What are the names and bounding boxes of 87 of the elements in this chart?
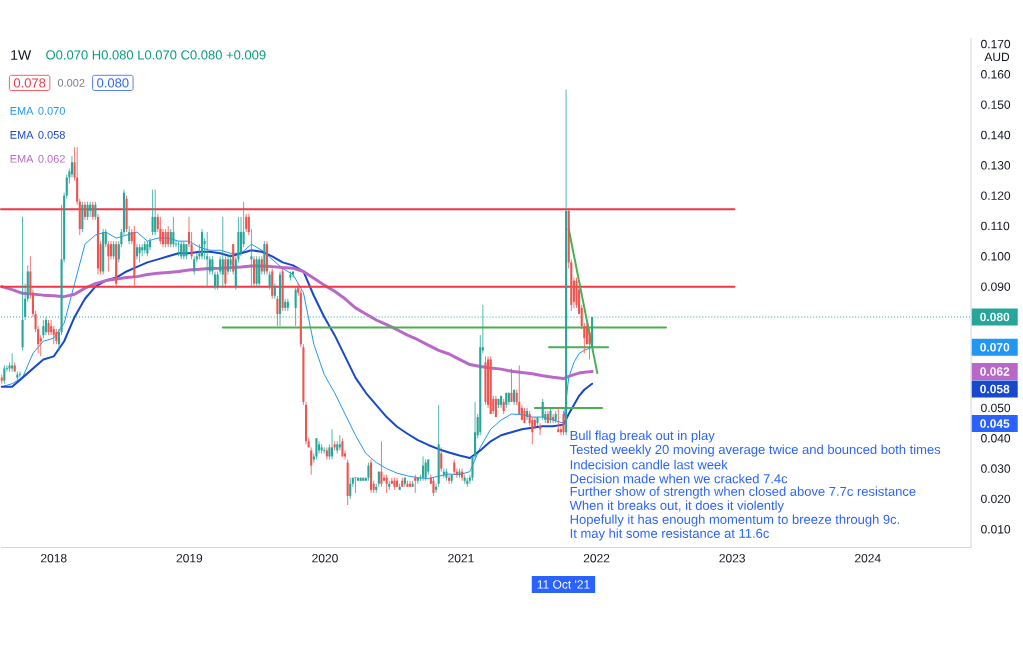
candlestick — [291, 270, 295, 278]
candlestick — [245, 213, 248, 233]
y-tick-label: 0.050 — [981, 403, 1011, 413]
candlestick — [432, 477, 435, 497]
candlestick — [510, 367, 513, 403]
candlestick — [200, 228, 204, 260]
candlestick — [167, 225, 170, 248]
annotation: 0.080 — [97, 78, 129, 88]
y-tick-label: 0.140 — [981, 130, 1011, 140]
y-tick-label: 0.150 — [981, 100, 1011, 109]
y-tick-label: 0.040 — [981, 433, 1011, 443]
x-tick-label: 2024 — [855, 553, 881, 563]
annotation: When it breaks out, it does it violently — [569, 500, 784, 513]
y-tick-label: 0.170 — [981, 39, 1011, 49]
candlestick — [442, 468, 445, 478]
candlestick — [338, 434, 341, 451]
candlestick — [193, 255, 196, 275]
candlestick — [135, 243, 139, 260]
annotation: Hopefully it has enough momentum to breeze through 9c. — [570, 514, 900, 527]
y-tick-label: 0.110 — [981, 221, 1010, 231]
candlestick — [151, 189, 154, 236]
y-tick-label: 0.100 — [981, 251, 1011, 261]
candlestick — [315, 437, 318, 460]
candlestick — [206, 231, 209, 287]
text: EMA — [10, 130, 34, 139]
annotation: Indecision candle last week — [570, 459, 728, 470]
candlestick — [276, 295, 279, 327]
candlestick — [138, 243, 141, 263]
annotation: Decision made when we cracked 7.4c — [570, 473, 788, 484]
text: 0.058 — [980, 384, 1010, 394]
candlestick — [154, 189, 157, 236]
y-tick-label: 0.020 — [981, 494, 1011, 503]
annotation: Tested weekly 20 moving average twice and bounced both times — [569, 444, 941, 457]
text: EMA — [10, 106, 34, 115]
candlestick — [18, 370, 22, 378]
x-tick-label: 2020 — [312, 553, 338, 563]
candlestick — [164, 228, 167, 248]
candlestick — [141, 243, 144, 257]
annotation: Bull flag break out in play — [570, 430, 715, 443]
text: EMA — [10, 154, 34, 163]
annotation: It may hit some resistance at 11.6c — [570, 528, 770, 541]
candlestick — [216, 270, 219, 290]
x-tick-label: 2023 — [719, 553, 745, 563]
candlestick — [539, 422, 542, 436]
y-tick-label: 0.010 — [981, 524, 1011, 534]
candlestick — [440, 446, 443, 472]
candlestick — [247, 213, 250, 236]
candlestick — [226, 255, 230, 275]
annotation: O0.070 H0.080 L0.070 C0.080 +0.009 — [46, 50, 266, 60]
candlestick — [268, 270, 271, 290]
candlestick — [562, 410, 565, 436]
candlestick — [229, 252, 232, 272]
text: 11 Oct '21 — [537, 580, 590, 589]
y-axis-title: AUD — [984, 52, 1010, 61]
x-tick-label: 2018 — [41, 553, 67, 563]
candlestick — [169, 228, 172, 248]
annotation: 0.062 — [38, 154, 65, 163]
candlestick — [289, 270, 292, 281]
candlestick — [177, 240, 181, 257]
annotation: Further show of strength when closed above 7.7c resistance — [570, 486, 916, 499]
y-tick-label: 0.090 — [981, 282, 1011, 291]
candlestick — [341, 437, 344, 457]
x-tick-label: 2022 — [583, 553, 610, 563]
annotation: 0.070 — [38, 106, 65, 115]
x-tick-label: 2021 — [448, 553, 474, 563]
candlestick — [588, 328, 591, 360]
y-tick-label: 0.160 — [981, 69, 1011, 79]
x-tick-label: 2019 — [176, 553, 203, 563]
candlestick — [541, 398, 544, 421]
y-tick-label: 0.120 — [981, 191, 1011, 200]
text: 1W — [11, 49, 32, 60]
text: 0.045 — [980, 419, 1010, 428]
annotation: 0.078 — [13, 78, 46, 88]
annotation: 0.058 — [38, 130, 65, 139]
ref-line-label: 0.080 — [980, 312, 1010, 322]
candlestick — [107, 240, 110, 272]
text: 0.070 — [980, 342, 1010, 352]
annotation: 0.002 — [57, 78, 85, 87]
candlestick — [172, 216, 175, 248]
text: 0.062 — [980, 367, 1010, 376]
y-tick-label: 0.130 — [981, 160, 1011, 170]
y-tick-label: 0.030 — [981, 464, 1011, 473]
candlestick — [159, 216, 162, 245]
candlestick — [260, 255, 263, 275]
candlestick — [42, 319, 45, 339]
candlestick — [422, 455, 425, 481]
candlestick — [322, 446, 326, 454]
